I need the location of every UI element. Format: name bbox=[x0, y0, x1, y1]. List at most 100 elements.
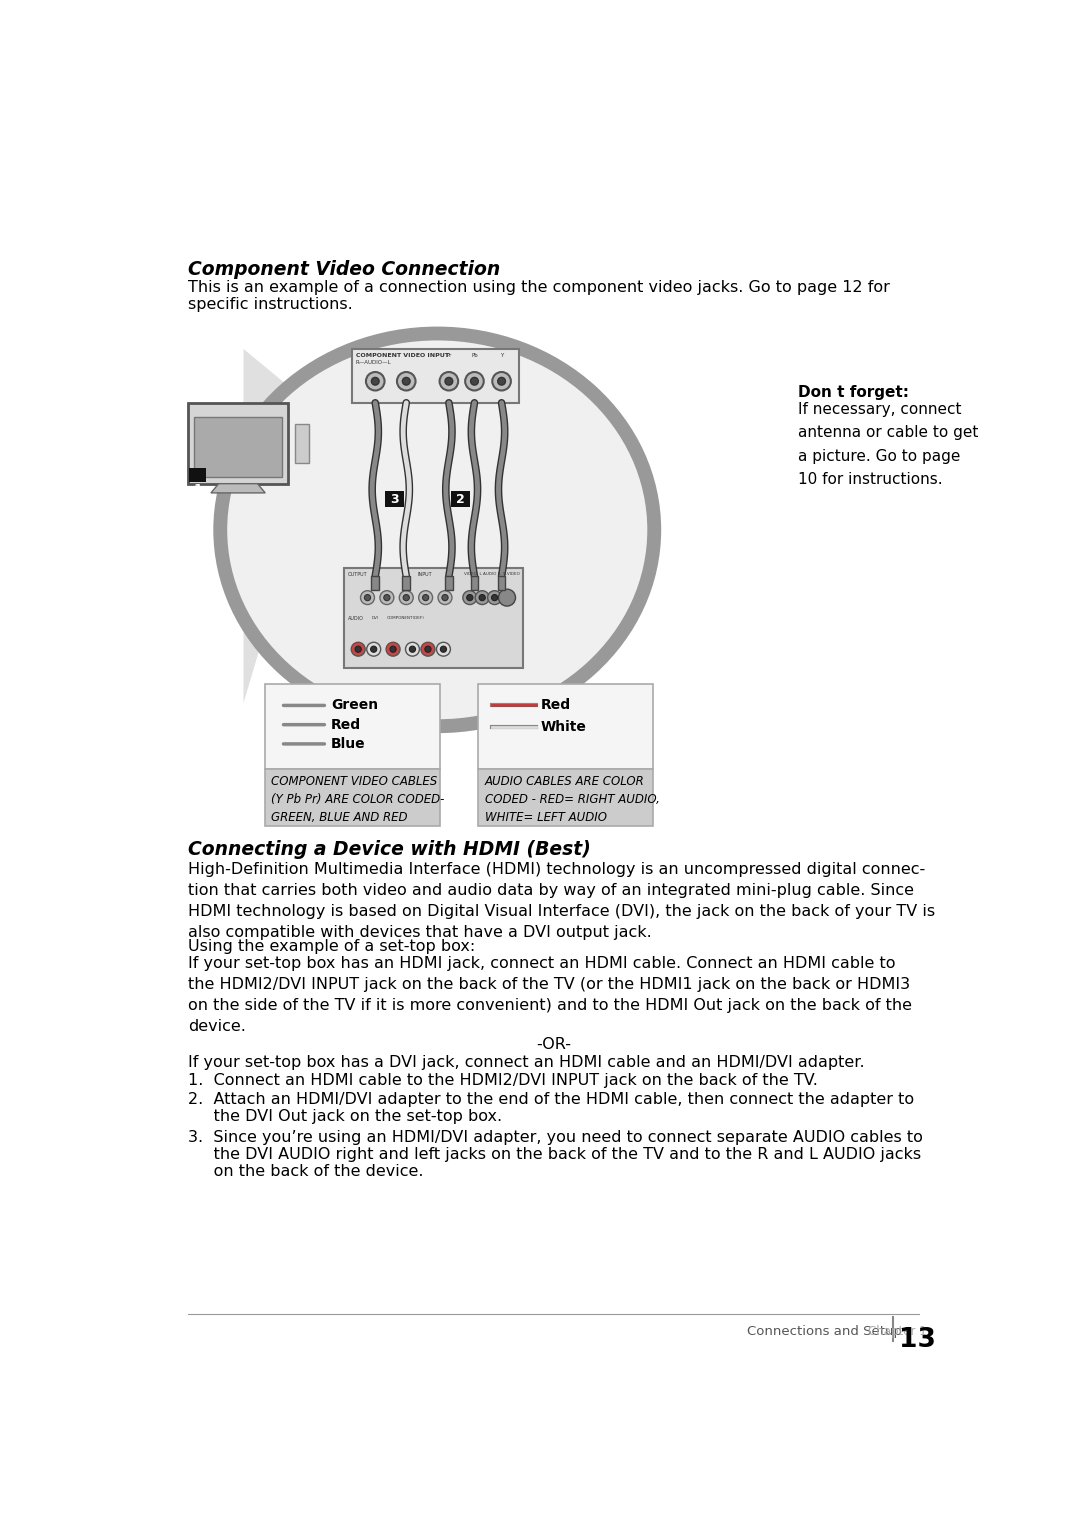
Text: Red: Red bbox=[540, 698, 570, 712]
Text: -OR-: -OR- bbox=[536, 1036, 571, 1051]
Bar bbox=[345, 568, 523, 668]
Text: This is an example of a connection using the component video jacks. Go to page 1: This is an example of a connection using… bbox=[188, 280, 890, 295]
Circle shape bbox=[351, 642, 365, 656]
Text: 1.  Connect an HDMI cable to the HDMI2/DVI INPUT jack on the back of the TV.: 1. Connect an HDMI cable to the HDMI2/DV… bbox=[188, 1074, 818, 1088]
Circle shape bbox=[361, 591, 375, 605]
Bar bbox=[266, 769, 440, 827]
Text: Component Video Connection: Component Video Connection bbox=[188, 260, 500, 280]
Text: COMPONENT VIDEO INPUT: COMPONENT VIDEO INPUT bbox=[356, 353, 449, 358]
Text: Using the example of a set-top box:: Using the example of a set-top box: bbox=[188, 938, 475, 953]
Circle shape bbox=[383, 594, 390, 601]
Circle shape bbox=[397, 371, 416, 391]
Text: INPUT: INPUT bbox=[418, 571, 432, 578]
Text: COMPONENT(DEF): COMPONENT(DEF) bbox=[387, 616, 424, 620]
Text: High-Definition Multimedia Interface (HDMI) technology is an uncompressed digita: High-Definition Multimedia Interface (HD… bbox=[188, 862, 935, 940]
Text: the DVI Out jack on the set-top box.: the DVI Out jack on the set-top box. bbox=[188, 1109, 502, 1125]
Text: If your set-top box has an HDMI jack, connect an HDMI cable. Connect an HDMI cab: If your set-top box has an HDMI jack, co… bbox=[188, 955, 912, 1033]
Circle shape bbox=[409, 646, 416, 652]
Text: AUDIO CABLES ARE COLOR
CODED - RED= RIGHT AUDIO,
WHITE= LEFT AUDIO: AUDIO CABLES ARE COLOR CODED - RED= RIGH… bbox=[485, 775, 660, 824]
Circle shape bbox=[436, 642, 450, 656]
Bar bbox=[478, 685, 652, 769]
Text: 1: 1 bbox=[193, 483, 202, 495]
Circle shape bbox=[475, 591, 489, 605]
Circle shape bbox=[355, 646, 362, 652]
Circle shape bbox=[405, 642, 419, 656]
Bar bbox=[498, 576, 505, 590]
Bar bbox=[372, 576, 379, 590]
Text: 2.  Attach an HDMI/DVI adapter to the end of the HDMI cable, then connect the ad: 2. Attach an HDMI/DVI adapter to the end… bbox=[188, 1093, 914, 1106]
Text: 3.  Since you’re using an HDMI/DVI adapter, you need to connect separate AUDIO c: 3. Since you’re using an HDMI/DVI adapte… bbox=[188, 1131, 922, 1146]
Circle shape bbox=[390, 646, 396, 652]
Text: COMPONENT VIDEO CABLES
(Y Pb Pr) ARE COLOR CODED-
GREEN, BLUE AND RED: COMPONENT VIDEO CABLES (Y Pb Pr) ARE COL… bbox=[271, 775, 445, 824]
Bar bbox=[386, 492, 404, 507]
Text: Blue: Blue bbox=[332, 736, 366, 750]
Circle shape bbox=[440, 371, 458, 391]
Bar bbox=[471, 576, 478, 590]
Text: If necessary, connect
antenna or cable to get
a picture. Go to page
10 for instr: If necessary, connect antenna or cable t… bbox=[798, 402, 978, 487]
Text: VIDEO  L AUDIO R  S-VIDEO: VIDEO L AUDIO R S-VIDEO bbox=[464, 571, 521, 576]
Circle shape bbox=[492, 371, 511, 391]
Text: Chapter 1: Chapter 1 bbox=[868, 1325, 927, 1337]
Circle shape bbox=[370, 646, 377, 652]
Circle shape bbox=[491, 594, 498, 601]
Circle shape bbox=[488, 591, 501, 605]
Circle shape bbox=[380, 591, 394, 605]
Text: AUDIO: AUDIO bbox=[348, 616, 364, 620]
Circle shape bbox=[445, 377, 453, 385]
Circle shape bbox=[498, 377, 505, 385]
Circle shape bbox=[499, 590, 515, 607]
Circle shape bbox=[364, 594, 370, 601]
Circle shape bbox=[465, 371, 484, 391]
Circle shape bbox=[471, 377, 478, 385]
Bar bbox=[194, 417, 282, 477]
Bar bbox=[266, 685, 440, 769]
Bar bbox=[352, 348, 518, 403]
Bar bbox=[295, 425, 309, 463]
Circle shape bbox=[421, 642, 435, 656]
Text: DVI: DVI bbox=[372, 616, 378, 620]
Circle shape bbox=[367, 642, 380, 656]
Bar bbox=[445, 576, 453, 590]
Text: Pb: Pb bbox=[471, 353, 477, 358]
Text: White: White bbox=[540, 720, 586, 733]
Circle shape bbox=[422, 594, 429, 601]
Text: R—AUDIO—L: R—AUDIO—L bbox=[356, 359, 391, 365]
Text: the DVI AUDIO right and left jacks on the back of the TV and to the R and L AUDI: the DVI AUDIO right and left jacks on th… bbox=[188, 1148, 921, 1163]
Circle shape bbox=[372, 377, 379, 385]
Text: specific instructions.: specific instructions. bbox=[188, 298, 352, 312]
Text: on the back of the device.: on the back of the device. bbox=[188, 1164, 423, 1180]
Bar bbox=[403, 576, 410, 590]
Circle shape bbox=[400, 591, 414, 605]
Text: 2: 2 bbox=[456, 492, 464, 506]
Circle shape bbox=[387, 642, 400, 656]
Bar bbox=[189, 468, 206, 483]
Text: Connecting a Device with HDMI (Best): Connecting a Device with HDMI (Best) bbox=[188, 840, 591, 859]
Circle shape bbox=[403, 377, 410, 385]
Text: 13: 13 bbox=[900, 1326, 936, 1352]
Circle shape bbox=[419, 591, 433, 605]
Text: Red: Red bbox=[332, 718, 361, 732]
Circle shape bbox=[480, 594, 485, 601]
Circle shape bbox=[403, 594, 409, 601]
Circle shape bbox=[424, 646, 431, 652]
Ellipse shape bbox=[220, 333, 654, 726]
Text: 3: 3 bbox=[390, 492, 399, 506]
Circle shape bbox=[467, 594, 473, 601]
Text: OUTPUT: OUTPUT bbox=[348, 571, 368, 578]
Text: Pr: Pr bbox=[446, 353, 451, 358]
Circle shape bbox=[463, 591, 476, 605]
Bar bbox=[478, 769, 652, 827]
Text: Y: Y bbox=[500, 353, 503, 358]
Text: Connections and Setup: Connections and Setup bbox=[747, 1325, 902, 1337]
Polygon shape bbox=[243, 348, 309, 703]
Circle shape bbox=[441, 646, 446, 652]
FancyBboxPatch shape bbox=[188, 403, 288, 484]
Circle shape bbox=[442, 594, 448, 601]
Polygon shape bbox=[211, 484, 266, 494]
Text: If your set-top box has a DVI jack, connect an HDMI cable and an HDMI/DVI adapte: If your set-top box has a DVI jack, conn… bbox=[188, 1054, 864, 1070]
Text: Don t forget:: Don t forget: bbox=[798, 385, 908, 400]
Bar bbox=[451, 492, 470, 507]
Circle shape bbox=[438, 591, 451, 605]
Circle shape bbox=[366, 371, 384, 391]
Text: Green: Green bbox=[332, 698, 378, 712]
